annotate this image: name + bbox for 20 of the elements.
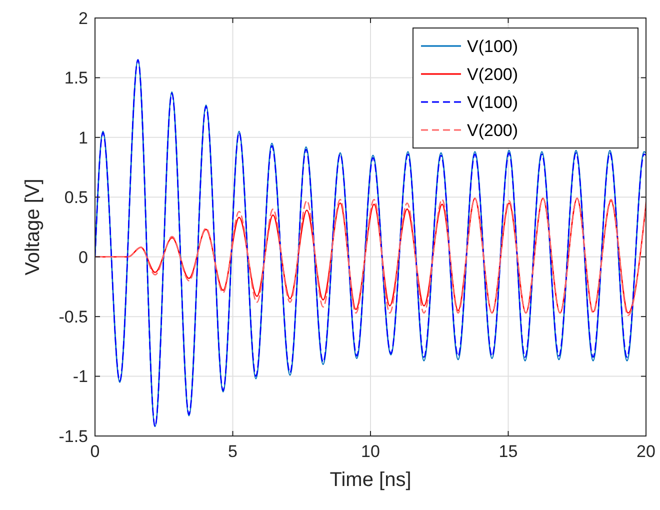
- legend-label: V(100): [467, 92, 518, 112]
- x-axis-title: Time [ns]: [330, 469, 412, 491]
- y-tick-label: 1: [78, 128, 88, 148]
- x-tick-label: 15: [498, 442, 518, 461]
- x-tick-label: 5: [228, 442, 238, 461]
- y-tick-label: 0.5: [64, 188, 88, 208]
- x-tick-label: 0: [90, 442, 100, 461]
- legend-label: V(200): [467, 120, 518, 140]
- y-axis-title: Voltage [V]: [22, 178, 44, 276]
- legend-label: V(200): [467, 64, 518, 84]
- y-tick-label: 2: [78, 8, 88, 28]
- legend-label: V(100): [467, 36, 518, 56]
- y-tick-label: 0: [78, 248, 88, 267]
- y-tick-label: 1.5: [64, 68, 88, 88]
- x-tick-label: 10: [361, 442, 380, 461]
- line-series: [95, 59, 646, 428]
- y-tick-label: -1.5: [58, 426, 88, 446]
- y-tick-label: -0.5: [58, 308, 88, 327]
- y-tick-label: -1: [72, 367, 88, 386]
- x-tick-label: 20: [636, 442, 656, 461]
